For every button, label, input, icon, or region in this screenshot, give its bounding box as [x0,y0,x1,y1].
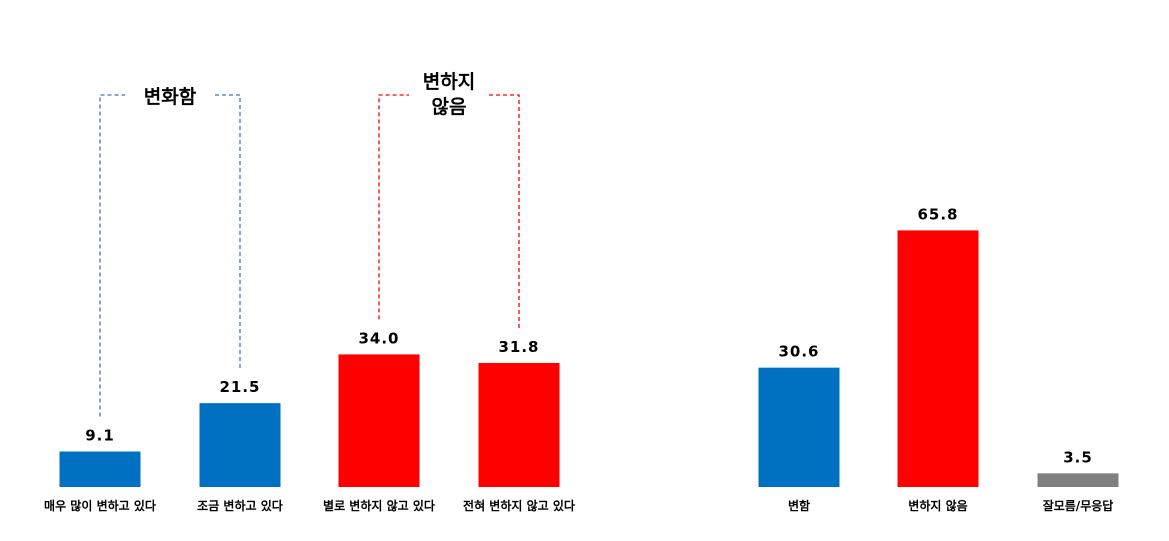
bar-0-0 [59,451,141,487]
category-label-1-1: 변하지 않음 [908,498,967,513]
annotation-label-0-0: 변화함 [144,86,197,108]
category-label-1-2: 잘모름/무응답 [1043,498,1114,513]
value-label-1-1: 65.8 [917,205,958,223]
bar-1-0 [758,367,840,487]
annotation-label-1-1: 않음 [432,96,467,118]
category-label-0-0: 매우 많이 변하고 있다 [44,498,156,513]
value-label-1-0: 30.6 [778,343,819,361]
value-label-0-0: 9.1 [85,427,115,445]
value-label-0-2: 34.0 [358,329,399,347]
annotation-bracket-0 [99,94,241,417]
value-label-1-2: 3.5 [1063,448,1093,466]
bar-0-1 [199,403,281,487]
annotation-bracket-1 [378,94,520,328]
category-label-0-1: 조금 변하고 있다 [197,498,283,513]
bar-0-2 [338,354,420,487]
bar-1-2 [1037,473,1119,487]
bar-0-3 [478,362,560,487]
value-label-0-3: 31.8 [498,338,539,356]
category-label-0-3: 전혀 변하지 않고 있다 [463,498,575,513]
category-label-0-2: 별로 변하지 않고 있다 [323,498,435,513]
annotation-label-1-0: 변하지 [423,71,475,93]
category-label-1-0: 변함 [788,498,810,513]
value-label-0-1: 21.5 [219,378,260,396]
bar-1-1 [897,230,979,487]
